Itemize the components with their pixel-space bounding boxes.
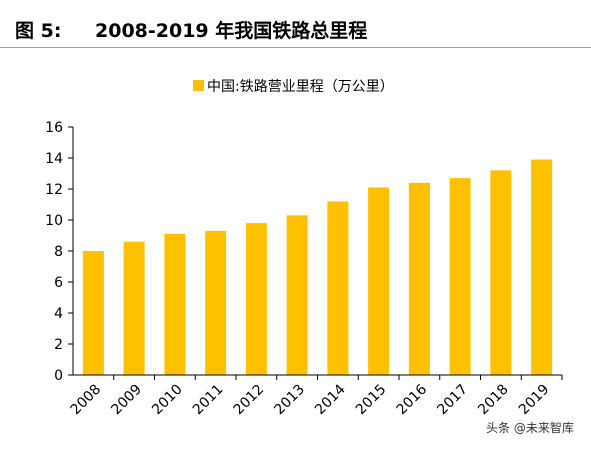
watermark: 头条 @未来智库 xyxy=(486,420,574,435)
bar-2018 xyxy=(490,170,512,375)
legend-label: 中国:铁路营业里程（万公里） xyxy=(207,79,394,95)
bar-2019 xyxy=(531,159,553,375)
x-tick-label: 2012 xyxy=(231,382,268,419)
x-tick-label: 2013 xyxy=(271,382,308,419)
bar-2014 xyxy=(327,201,349,375)
x-tick-label: 2019 xyxy=(516,382,553,419)
y-axis: 0 2 4 6 8 10 12 14 16 xyxy=(45,120,74,384)
x-tick-label: 2010 xyxy=(149,382,186,419)
bar-2017 xyxy=(449,178,471,375)
bar-2008 xyxy=(82,251,104,375)
y-tick-label: 0 xyxy=(54,368,63,384)
bar-2009 xyxy=(123,241,145,375)
y-tick-label: 6 xyxy=(54,275,63,291)
bar-2010 xyxy=(164,233,186,375)
y-tick-label: 8 xyxy=(54,244,63,260)
y-tick-label: 4 xyxy=(54,306,63,322)
x-tick-label: 2018 xyxy=(475,382,512,419)
x-tick-label: 2016 xyxy=(394,381,431,418)
x-tick-label: 2014 xyxy=(312,381,349,418)
bar-2015 xyxy=(368,187,390,375)
y-tick-label: 10 xyxy=(45,213,63,229)
header-rule xyxy=(0,47,591,48)
bar-2016 xyxy=(408,182,430,375)
x-tick-label: 2015 xyxy=(353,382,390,419)
legend-swatch xyxy=(193,80,204,91)
figure-title: 2008-2019 年我国铁路总里程 xyxy=(95,20,368,42)
y-tick-label: 12 xyxy=(45,182,63,198)
x-tick-label: 2011 xyxy=(190,382,227,419)
bar-2012 xyxy=(245,223,267,375)
legend: 中国:铁路营业里程（万公里） xyxy=(193,79,394,95)
x-tick-label: 2009 xyxy=(108,382,145,419)
figure-label: 图 5: xyxy=(15,20,62,42)
bar-2011 xyxy=(205,230,227,375)
x-tick-label: 2008 xyxy=(68,382,105,419)
y-tick-label: 16 xyxy=(45,120,63,136)
x-axis: 2008 2009 2010 2011 2012 2013 2014 2015 2016 2017… xyxy=(68,374,563,419)
bar-2013 xyxy=(286,215,308,375)
y-tick-label: 14 xyxy=(45,151,63,167)
figure-header: 图 5: 2008-2019 年我国铁路总里程 xyxy=(0,0,591,44)
bars xyxy=(82,159,553,375)
y-tick-label: 2 xyxy=(54,337,63,353)
x-tick-label: 2017 xyxy=(434,382,471,419)
